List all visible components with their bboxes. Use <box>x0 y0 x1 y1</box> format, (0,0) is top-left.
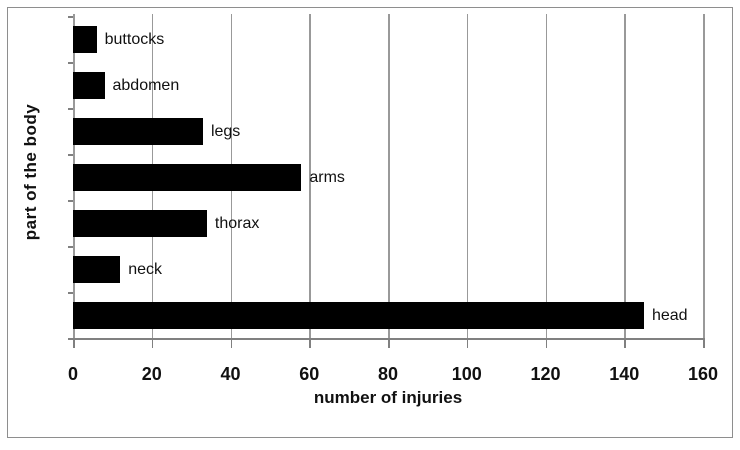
x-axis-tick-160 <box>703 338 705 348</box>
x-axis-title: number of injuries <box>313 388 463 407</box>
y-axis-tick-1 <box>68 62 73 64</box>
gridline-x-80 <box>388 14 390 338</box>
x-tick-label-40: 40 <box>220 364 241 384</box>
x-tick-label-60: 60 <box>299 364 320 384</box>
gridline-x-140 <box>624 14 626 338</box>
x-axis-tick-120 <box>545 338 547 348</box>
x-axis-tick-100 <box>466 338 469 348</box>
bar-label-neck: neck <box>128 260 163 278</box>
y-axis-tick-0 <box>68 16 73 18</box>
bar-label-buttocks: buttocks <box>104 30 165 48</box>
x-tick-label-160: 160 <box>687 364 719 384</box>
y-axis-tick-2 <box>68 108 73 110</box>
bar-head <box>73 301 644 329</box>
bar-legs <box>73 117 203 145</box>
x-axis-line <box>73 338 704 340</box>
bar-arms <box>73 163 302 191</box>
x-tick-label-140: 140 <box>609 364 640 384</box>
y-axis-tick-7 <box>68 338 73 340</box>
gridline-x-120 <box>545 14 547 338</box>
x-tick-label-120: 120 <box>530 364 561 384</box>
bar-label-legs: legs <box>210 122 241 140</box>
x-tick-label-20: 20 <box>141 364 162 384</box>
gridline-x-60 <box>309 14 311 338</box>
bar-neck <box>73 255 121 283</box>
gridline-x-100 <box>466 14 469 338</box>
x-axis-tick-0 <box>73 338 75 348</box>
x-axis-tick-80 <box>388 338 390 348</box>
bar-label-arms: arms <box>309 168 345 186</box>
bar-thorax <box>73 209 207 237</box>
gridline-x-160 <box>703 14 705 338</box>
x-tick-label-80: 80 <box>377 364 399 384</box>
bar-label-head: head <box>651 306 688 324</box>
x-axis-tick-60 <box>309 338 311 348</box>
bar-label-abdomen: abdomen <box>112 76 180 94</box>
x-axis-tick-40 <box>230 338 232 348</box>
y-axis-tick-6 <box>68 292 73 294</box>
x-tick-label-100: 100 <box>451 364 482 384</box>
x-axis-tick-20 <box>151 338 154 348</box>
x-axis-tick-140 <box>624 338 626 348</box>
bar-abdomen <box>73 71 105 99</box>
y-axis-tick-5 <box>68 246 73 248</box>
y-axis-tick-3 <box>68 154 73 156</box>
x-tick-label-0: 0 <box>67 364 79 384</box>
y-axis-title: part of the body <box>21 103 40 241</box>
bar-label-thorax: thorax <box>214 214 260 232</box>
bar-buttocks <box>73 25 97 53</box>
y-axis-tick-4 <box>68 200 73 202</box>
